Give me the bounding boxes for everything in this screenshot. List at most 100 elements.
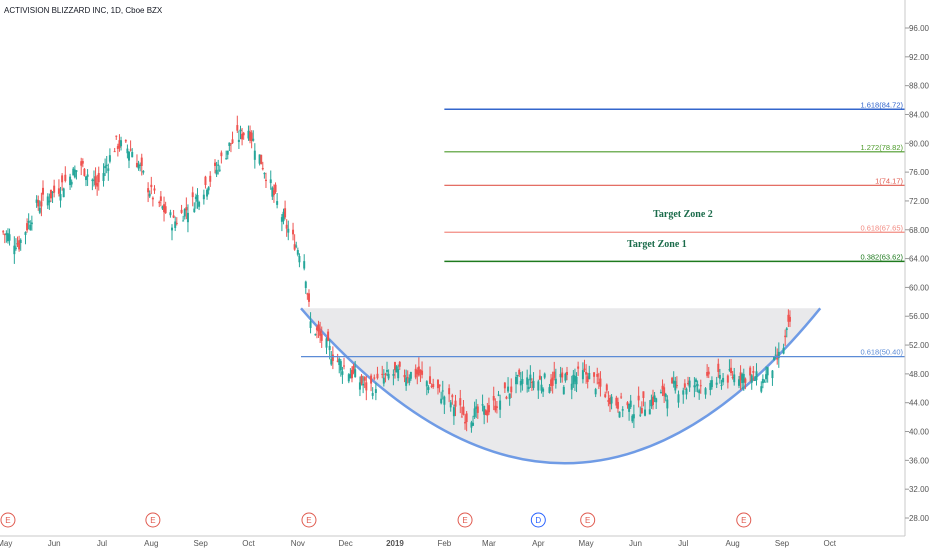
candle-body [163, 204, 166, 213]
candle-body [381, 373, 384, 375]
candle-body [174, 221, 177, 228]
x-tick-label: May [579, 539, 594, 548]
x-tick-label: Jul [678, 539, 688, 548]
candle-body [338, 358, 341, 366]
candle-body [543, 373, 546, 378]
candle-body [161, 206, 164, 209]
candle-body [650, 399, 653, 407]
candle-body [193, 208, 196, 213]
candle-body [585, 371, 588, 375]
candle-body [530, 381, 533, 383]
candle-body [487, 405, 490, 413]
candle-body [214, 162, 217, 166]
candle-body [430, 385, 433, 387]
candle-body [661, 385, 664, 390]
candle-body [675, 385, 678, 387]
candle-body [327, 331, 330, 341]
x-tick-label: Nov [291, 539, 305, 548]
candle-body [766, 367, 769, 376]
candle-body [436, 379, 439, 389]
candle-body [272, 190, 275, 196]
candle-body [483, 405, 486, 415]
candle-body [49, 189, 52, 199]
fib-label: 1.272(78.82) [860, 143, 903, 152]
candle-body [107, 168, 110, 171]
candle-body [532, 381, 535, 388]
event-circle [0, 512, 16, 528]
candle-body [573, 375, 576, 382]
candle-body [785, 328, 788, 331]
fib-label: 1.618(84.72) [860, 100, 903, 109]
candle-body [328, 345, 331, 351]
candle-body [744, 378, 747, 383]
x-tick-label: Sep [194, 539, 209, 548]
candle-body [395, 366, 398, 373]
candle-body [707, 371, 710, 375]
candle-body [358, 382, 361, 390]
event-label: E [150, 516, 155, 525]
event-marker-e[interactable]: E [0, 512, 16, 528]
candle-body [663, 387, 666, 396]
event-marker-e[interactable]: E [301, 512, 317, 528]
candle-body [414, 368, 417, 378]
event-marker-e[interactable]: E [145, 512, 161, 528]
time-axis[interactable]: May Jun Jul Aug Sep Oct Nov Dec 2019 Feb Mar Apr May… [0, 535, 905, 548]
candle-body [81, 161, 84, 164]
candle-body [406, 377, 409, 379]
candle-body [229, 143, 232, 145]
candle-body [72, 168, 75, 176]
candle-body [443, 396, 446, 405]
candle-body [171, 227, 174, 231]
candle-body [449, 402, 452, 408]
candle-body [516, 374, 519, 376]
candle-body [515, 376, 518, 385]
candle-body [771, 370, 774, 379]
candle-body [575, 376, 578, 385]
x-tick-label: Aug [726, 539, 740, 548]
candle-body [538, 375, 541, 380]
candle-body [518, 369, 521, 375]
event-marker-e[interactable]: E [580, 512, 596, 528]
y-tick-label: 28.00 [909, 514, 930, 523]
y-tick-label: 72.00 [909, 197, 930, 206]
candle-body [126, 148, 129, 154]
x-tick-label: Dec [338, 539, 352, 548]
candle-body [30, 222, 33, 225]
candle-body [204, 176, 207, 185]
candle-body [596, 373, 599, 377]
candle-body [363, 377, 366, 381]
candle-body [59, 194, 62, 201]
event-marker-e[interactable]: E [457, 512, 473, 528]
event-marker-d[interactable]: D [530, 512, 546, 528]
candle-body [341, 371, 344, 375]
candle-body [274, 184, 277, 193]
candle-body [730, 367, 733, 374]
event-circle [736, 512, 752, 528]
candle-body [304, 281, 307, 288]
candle-body [102, 173, 105, 182]
candle-body [249, 131, 252, 141]
target-zone-1-label: Target Zone 1 [627, 239, 687, 250]
candle-body [626, 402, 629, 406]
candle-body [158, 201, 161, 204]
fib-label: 0.382(63.62) [860, 252, 903, 261]
candle-body [421, 370, 424, 375]
candle-body [19, 239, 22, 244]
x-tick-label: Aug [144, 539, 158, 548]
candle-body [765, 374, 768, 380]
candle-body [2, 231, 5, 233]
candle-body [672, 380, 675, 384]
event-marker-e[interactable]: E [736, 512, 752, 528]
candle-body [250, 132, 253, 142]
candle-body [131, 152, 134, 158]
candle-body [593, 372, 596, 377]
price-axis[interactable]: 28.00 32.00 36.00 40.00 44.00 48.00 52.00 56.00… [904, 0, 930, 536]
candle-body [339, 361, 342, 371]
candle-body [61, 175, 64, 183]
candle-body [674, 381, 677, 391]
candle-body [419, 369, 422, 374]
candle-body [438, 384, 441, 387]
candle-body [354, 369, 357, 378]
